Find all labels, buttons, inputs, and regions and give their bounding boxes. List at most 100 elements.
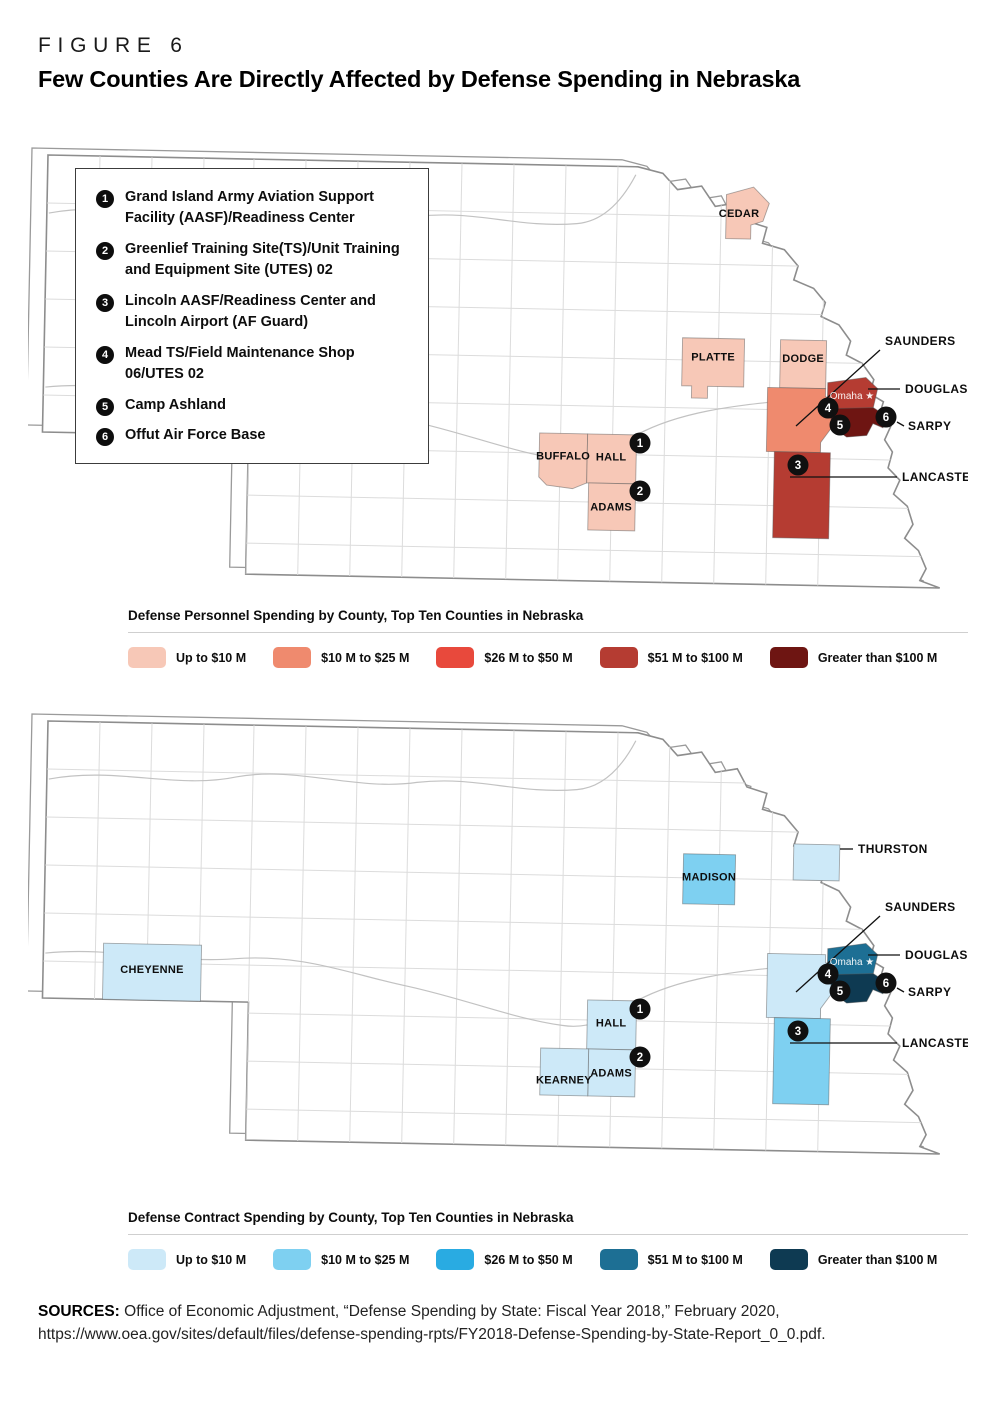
county-grid-line <box>505 164 515 580</box>
county-grid-line <box>401 728 411 1144</box>
site-legend-box: 1 Grand Island Army Aviation Support Faci… <box>75 168 429 464</box>
site-legend-item: 2 Greenlief Training Site(TS)/Unit Traini… <box>96 239 412 282</box>
svg-text:2: 2 <box>637 1052 643 1064</box>
river-line <box>48 740 637 791</box>
county-label-cedar: CEDAR <box>719 208 760 220</box>
sources-label: SOURCES: <box>38 1303 120 1320</box>
personnel-section-title: Defense Personnel Spending by County, To… <box>128 608 584 623</box>
site-marker-6: 6 <box>875 406 897 428</box>
county-grid-line <box>46 816 947 836</box>
county-grid-line <box>505 730 515 1146</box>
callout-line-sarpy <box>896 421 905 427</box>
legend-item: Up to $10 M <box>128 647 246 668</box>
sources-note: SOURCES: Office of Economic Adjustment, … <box>38 1300 964 1347</box>
county-label-madison: MADISON <box>682 871 736 883</box>
legend-label: $51 M to $100 M <box>647 1252 743 1267</box>
river-line <box>45 950 836 1027</box>
county-thurston <box>792 843 841 882</box>
divider <box>128 1234 968 1235</box>
callout-line-sarpy <box>896 987 905 993</box>
site-name: Camp Ashland <box>125 396 226 413</box>
legend-item: $26 M to $50 M <box>436 647 573 668</box>
city-label-omaha: Omaha ★ <box>830 391 875 402</box>
legend-label: $26 M to $50 M <box>484 1252 573 1267</box>
legend-swatch <box>599 647 638 668</box>
legend-swatch <box>436 1249 475 1270</box>
callout-label-lancaster: LANCASTER <box>902 470 968 484</box>
svg-text:5: 5 <box>837 986 844 998</box>
county-kearney <box>539 1047 590 1097</box>
legend-label: $26 M to $50 M <box>484 650 573 665</box>
svg-text:6: 6 <box>883 412 889 424</box>
site-name: Offut Air Force Base <box>125 427 266 444</box>
county-grid-line <box>453 163 463 579</box>
site-name: Lincoln AASF/Readiness Center and Lincol… <box>125 292 376 331</box>
legend-label: $51 M to $100 M <box>647 650 743 665</box>
callout-label-sarpy: SARPY <box>908 985 951 999</box>
legend-swatch <box>769 647 808 668</box>
county-madison <box>682 853 737 906</box>
site-marker-2: 2 <box>629 1046 651 1068</box>
site-marker-1: 1 <box>629 998 651 1020</box>
site-marker-6: 6 <box>875 972 897 994</box>
callout-line-saunders <box>795 915 881 993</box>
figure-title: Few Counties Are Directly Affected by De… <box>38 66 801 92</box>
county-grid-line <box>557 165 567 581</box>
county-label-cheyenne: CHEYENNE <box>120 964 184 976</box>
legend-label: Up to $10 M <box>176 650 247 665</box>
county-lancaster <box>772 451 831 540</box>
legend-item: Up to $10 M <box>128 1249 246 1270</box>
svg-text:2: 2 <box>637 486 643 498</box>
svg-text:3: 3 <box>795 460 801 472</box>
site-legend-item: 3 Lincoln AASF/Readiness Center and Linco… <box>96 291 412 334</box>
site-legend-item: 4 Mead TS/Field Maintenance Shop 06/UTES … <box>96 343 412 386</box>
county-label-dodge: DODGE <box>782 353 824 365</box>
county-grid-line <box>661 167 671 583</box>
site-marker-3: 3 <box>787 454 809 476</box>
callout-label-thurston: THURSTON <box>858 842 928 856</box>
legend-label: $10 M to $25 M <box>321 650 410 665</box>
county-label-buffalo: BUFFALO <box>536 450 590 462</box>
site-name: Mead TS/Field Maintenance Shop 06/UTES 0… <box>125 344 355 383</box>
county-label-adams: ADAMS <box>590 1067 632 1079</box>
city-label-omaha: Omaha ★ <box>830 957 875 968</box>
svg-text:4: 4 <box>825 403 832 415</box>
legend-item: Greater than $100 M <box>769 1249 938 1270</box>
county-grid-line <box>245 725 255 1141</box>
site-marker-3: 3 <box>787 1020 809 1042</box>
callout-label-lancaster: LANCASTER <box>902 1036 968 1050</box>
site-marker-4: 4 <box>817 397 839 419</box>
legend-swatch <box>436 647 475 668</box>
county-cheyenne <box>102 942 203 1002</box>
site-name: Grand Island Army Aviation Support Facil… <box>125 189 374 227</box>
legend-label: Greater than $100 M <box>817 1252 938 1267</box>
site-marker-2: 2 <box>629 480 651 502</box>
site-number-badge: 5 <box>96 397 114 416</box>
site-name: Greenlief Training Site(TS)/Unit Trainin… <box>125 240 400 279</box>
county-grid-line <box>44 912 945 932</box>
county-lancaster <box>772 1017 831 1106</box>
site-number-badge: 6 <box>96 428 114 447</box>
county-grid-line <box>453 729 463 1145</box>
personnel-color-legend: Up to $10 M $10 M to $25 M $26 M to $50 M $… <box>128 647 968 668</box>
legend-swatch <box>128 647 166 668</box>
site-marker-1: 1 <box>629 432 651 454</box>
legend-swatch <box>599 1249 638 1270</box>
svg-text:5: 5 <box>837 420 844 432</box>
county-grid-line <box>661 733 671 1149</box>
county-grid-line <box>349 727 359 1143</box>
contract-section-title: Defense Contract Spending by County, Top… <box>128 1210 574 1225</box>
county-platte <box>681 337 746 399</box>
figure-number: FIGURE 6 <box>38 34 189 57</box>
legend-swatch <box>273 1249 312 1270</box>
county-label-kearney: KEARNEY <box>536 1074 592 1086</box>
legend-label: Up to $10 M <box>176 1252 247 1267</box>
county-grid-line <box>297 726 307 1142</box>
legend-swatch <box>273 647 312 668</box>
sources-text: Office of Economic Adjustment, “Defense … <box>38 1303 826 1344</box>
legend-swatch <box>769 1249 808 1270</box>
site-legend-item: 1 Grand Island Army Aviation Support Faci… <box>96 187 412 230</box>
site-marker-5: 5 <box>829 414 851 436</box>
